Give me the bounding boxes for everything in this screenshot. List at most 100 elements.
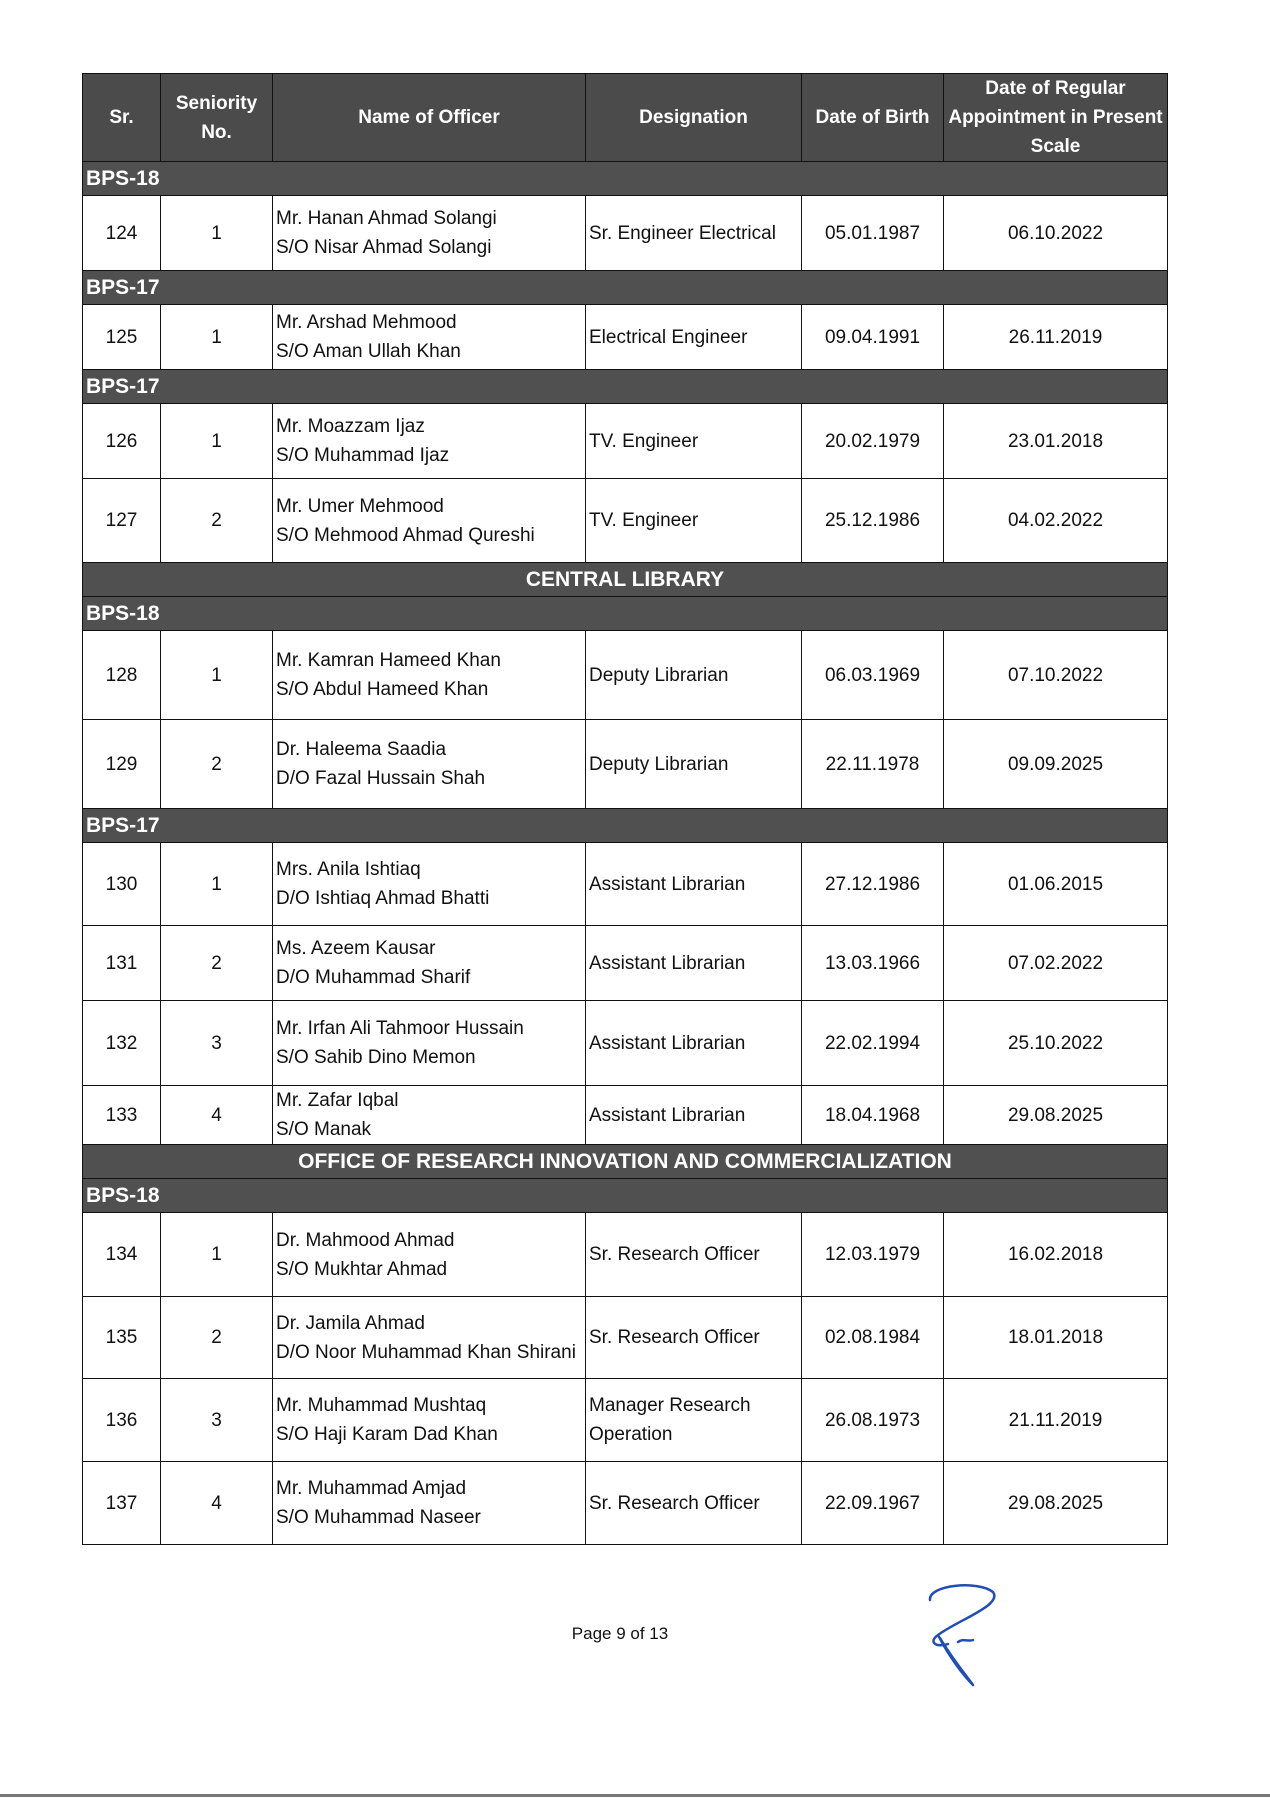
seniority-cell: 1 <box>160 195 273 271</box>
sr-cell: 125 <box>82 304 161 370</box>
table-row: 135 2 Dr. Jamila Ahmad D/O Noor Muhammad Kh… <box>82 1296 1168 1379</box>
seniority-cell: 2 <box>160 925 273 1001</box>
sr-cell: 134 <box>82 1212 161 1297</box>
table-row: 127 2 Mr. Umer Mehmood S/O Mehmood Ahmad Qu… <box>82 478 1168 563</box>
grade-row: BPS-17 <box>82 808 1168 843</box>
signature <box>928 1584 996 1687</box>
name-cell: Mr. Hanan Ahmad Solangi S/O Nisar Ahmad S… <box>272 195 586 271</box>
grade-row: BPS-18 <box>82 1178 1168 1213</box>
appointment-cell: 18.01.2018 <box>943 1296 1168 1379</box>
officer-parentage: D/O Ishtiaq Ahmad Bhatti <box>276 888 490 909</box>
table-row: 125 1 Mr. Arshad Mehmood S/O Aman Ullah Kha… <box>82 304 1168 370</box>
seniority-cell: 1 <box>160 403 273 479</box>
grade-row: BPS-17 <box>82 270 1168 305</box>
appointment-cell: 23.01.2018 <box>943 403 1168 479</box>
name-cell: Mr. Arshad Mehmood S/O Aman Ullah Khan <box>272 304 586 370</box>
seniority-cell: 4 <box>160 1461 273 1545</box>
page-number: Page 9 of 13 <box>571 1624 669 1643</box>
appointment-cell: 21.11.2019 <box>943 1378 1168 1462</box>
name-cell: Mr. Muhammad Amjad S/O Muhammad Naseer <box>272 1461 586 1545</box>
designation-cell: Electrical Engineer <box>585 304 802 370</box>
officer-parentage: S/O Nisar Ahmad Solangi <box>276 237 492 258</box>
dob-cell: 06.03.1969 <box>801 630 944 720</box>
officer-parentage: S/O Aman Ullah Khan <box>276 341 461 362</box>
scan-edge <box>0 1794 1270 1797</box>
appointment-cell: 01.06.2015 <box>943 842 1168 926</box>
designation-cell: Sr. Research Officer <box>585 1296 802 1379</box>
grade-label: BPS-18 <box>82 1178 1168 1213</box>
dob-cell: 09.04.1991 <box>801 304 944 370</box>
appointment-cell: 09.09.2025 <box>943 719 1168 809</box>
designation-cell: Assistant Librarian <box>585 842 802 926</box>
designation-cell: Manager Research Operation <box>585 1378 802 1462</box>
dob-cell: 20.02.1979 <box>801 403 944 479</box>
officer-name: Mr. Zafar Iqbal <box>276 1090 399 1111</box>
grade-label: BPS-17 <box>82 808 1168 843</box>
dob-cell: 22.09.1967 <box>801 1461 944 1545</box>
header-sr: Sr. <box>82 73 161 162</box>
seniority-cell: 2 <box>160 1296 273 1379</box>
table-row: 131 2 Ms. Azeem Kausar D/O Muhammad Sharif A… <box>82 925 1168 1001</box>
dob-cell: 13.03.1966 <box>801 925 944 1001</box>
seniority-cell: 1 <box>160 630 273 720</box>
appointment-cell: 25.10.2022 <box>943 1000 1168 1086</box>
grade-row: BPS-17 <box>82 369 1168 404</box>
dob-cell: 02.08.1984 <box>801 1296 944 1379</box>
officer-parentage: S/O Mukhtar Ahmad <box>276 1258 448 1280</box>
sr-cell: 137 <box>82 1461 161 1545</box>
officer-name: Mr. Hanan Ahmad Solangi <box>276 208 497 229</box>
seniority-cell: 1 <box>160 1212 273 1297</box>
name-cell: Mr. Moazzam Ijaz S/O Muhammad Ijaz <box>272 403 586 479</box>
officer-name: Dr. Haleema Saadia <box>276 739 447 760</box>
officer-parentage: D/O Fazal Hussain Shah <box>276 768 486 789</box>
dob-cell: 26.08.1973 <box>801 1378 944 1462</box>
sr-cell: 131 <box>82 925 161 1001</box>
officer-name: Mr. Muhammad Mushtaq <box>276 1395 487 1416</box>
officer-name: Mr. Kamran Hameed Khan <box>276 650 501 671</box>
name-cell: Mr. Umer Mehmood S/O Mehmood Ahmad Quresh… <box>272 478 586 563</box>
appointment-cell: 07.10.2022 <box>943 630 1168 720</box>
officer-parentage: S/O Sahib Dino Memon <box>276 1047 476 1068</box>
dob-cell: 25.12.1986 <box>801 478 944 563</box>
name-cell: Mr. Zafar Iqbal S/O Manak <box>272 1085 586 1145</box>
table-row: 137 4 Mr. Muhammad Amjad S/O Muhammad Nasee… <box>82 1461 1168 1545</box>
dob-cell: 22.02.1994 <box>801 1000 944 1086</box>
name-cell: Dr. Haleema Saadia D/O Fazal Hussain Shah <box>272 719 586 809</box>
name-cell: Mr. Kamran Hameed Khan S/O Abdul Hameed K… <box>272 630 586 720</box>
officer-name: Ms. Azeem Kausar <box>276 938 436 959</box>
sr-cell: 126 <box>82 403 161 479</box>
table-row: 136 3 Mr. Muhammad Mushtaq S/O Haji Karam D… <box>82 1378 1168 1462</box>
officer-name: Mr. Umer Mehmood <box>276 495 444 517</box>
sr-cell: 133 <box>82 1085 161 1145</box>
header-name: Name of Officer <box>272 73 586 162</box>
section-title: CENTRAL LIBRARY <box>82 562 1168 597</box>
header-seniority: Seniority No. <box>160 73 273 162</box>
seniority-cell: 2 <box>160 478 273 563</box>
dob-cell: 18.04.1968 <box>801 1085 944 1145</box>
table-header-row: Sr. Seniority No. Name of Officer Design… <box>82 73 1168 162</box>
appointment-cell: 29.08.2025 <box>943 1085 1168 1145</box>
appointment-cell: 04.02.2022 <box>943 478 1168 563</box>
officer-parentage: S/O Mehmood Ahmad Qureshi <box>276 524 535 546</box>
seniority-cell: 1 <box>160 842 273 926</box>
table-row: 124 1 Mr. Hanan Ahmad Solangi S/O Nisar Ahm… <box>82 195 1168 271</box>
officer-name: Mr. Muhammad Amjad <box>276 1478 467 1499</box>
grade-label: BPS-18 <box>82 596 1168 631</box>
header-dob: Date of Birth <box>801 73 944 162</box>
name-cell: Mrs. Anila Ishtiaq D/O Ishtiaq Ahmad Bhat… <box>272 842 586 926</box>
officer-name: Mr. Moazzam Ijaz <box>276 416 425 437</box>
sr-cell: 127 <box>82 478 161 563</box>
officer-parentage: S/O Muhammad Ijaz <box>276 445 450 466</box>
sr-cell: 130 <box>82 842 161 926</box>
section-row: CENTRAL LIBRARY <box>82 562 1168 597</box>
dob-cell: 05.01.1987 <box>801 195 944 271</box>
officer-parentage: S/O Abdul Hameed Khan <box>276 679 489 700</box>
grade-label: BPS-18 <box>82 161 1168 196</box>
officer-parentage: S/O Muhammad Naseer <box>276 1507 481 1528</box>
name-cell: Mr. Irfan Ali Tahmoor Hussain S/O Sahib D… <box>272 1000 586 1086</box>
seniority-cell: 4 <box>160 1085 273 1145</box>
table-row: 126 1 Mr. Moazzam Ijaz S/O Muhammad Ijaz TV.… <box>82 403 1168 479</box>
grade-label: BPS-17 <box>82 369 1168 404</box>
section-row: OFFICE OF RESEARCH INNOVATION AND COMMER… <box>82 1144 1168 1179</box>
officer-name: Mr. Irfan Ali Tahmoor Hussain <box>276 1018 524 1039</box>
